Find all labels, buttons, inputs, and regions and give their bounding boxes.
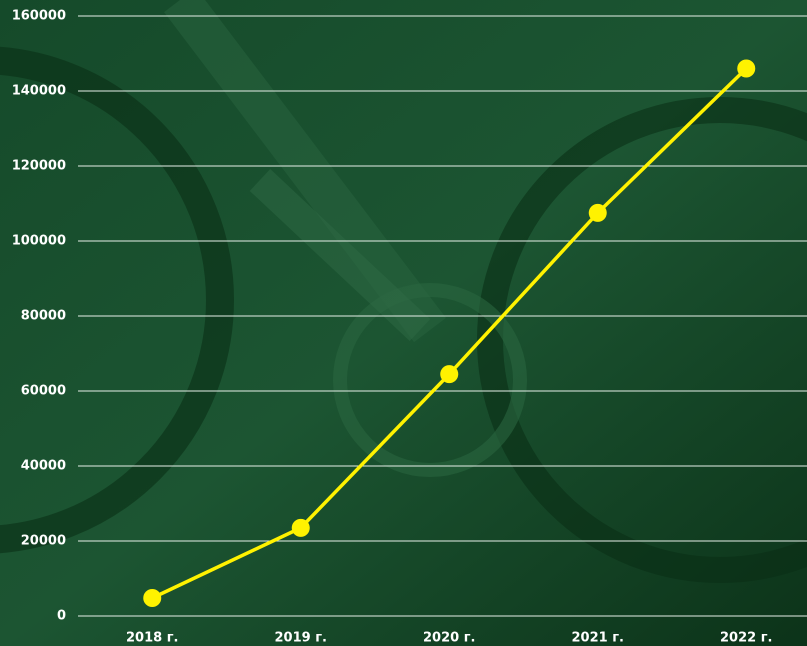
y-tick-label: 0 <box>57 609 66 624</box>
y-tick-label: 60000 <box>21 384 66 399</box>
chart: 0 20000 40000 60000 80000 100000 120000 140000 1… <box>0 0 807 646</box>
x-tick-label: 2019 г. <box>275 631 327 646</box>
point <box>737 60 755 78</box>
y-tick-label: 20000 <box>21 534 66 549</box>
y-tick-label: 140000 <box>12 84 66 99</box>
point <box>292 519 310 537</box>
point <box>589 204 607 222</box>
point <box>143 589 161 607</box>
y-tick-label: 100000 <box>12 234 66 249</box>
x-tick-label: 2022 г. <box>720 631 772 646</box>
point <box>440 365 458 383</box>
y-tick-label: 80000 <box>21 309 66 324</box>
page: 0 20000 40000 60000 80000 100000 120000 140000 1… <box>0 0 807 646</box>
y-tick-label: 120000 <box>12 159 66 174</box>
x-tick-label: 2020 г. <box>423 631 475 646</box>
x-tick-label: 2018 г. <box>126 631 178 646</box>
y-tick-label: 40000 <box>21 459 66 474</box>
y-tick-label: 160000 <box>12 9 66 24</box>
x-tick-label: 2021 г. <box>572 631 624 646</box>
